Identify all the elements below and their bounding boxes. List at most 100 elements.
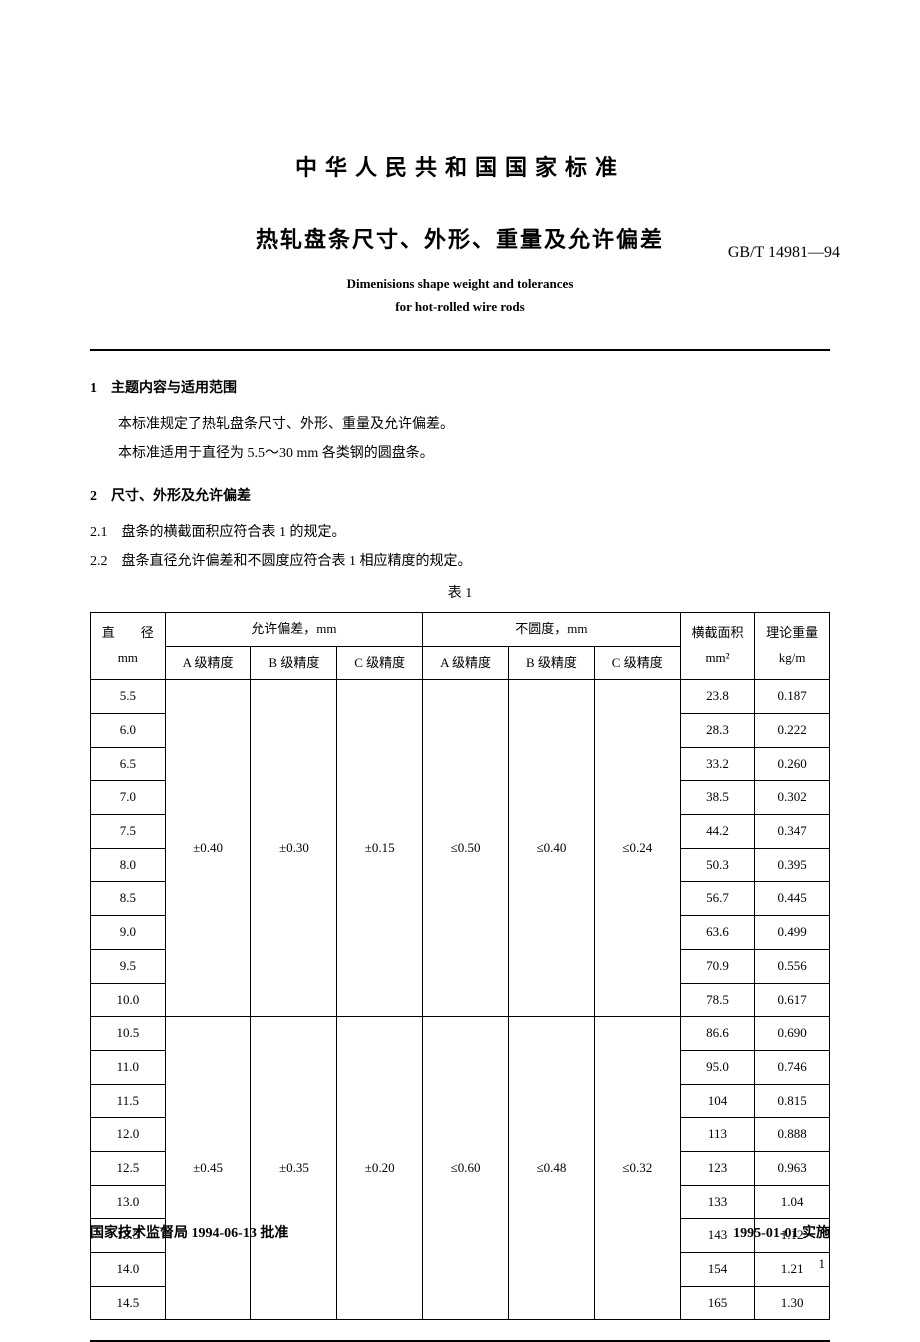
cell-merged: ±0.35 — [251, 1017, 337, 1320]
section2-item2: 2.2 盘条直径允许偏差和不圆度应符合表 1 相应精度的规定。 — [90, 549, 830, 576]
cell-merged: ≤0.24 — [594, 680, 680, 1017]
cell-merged: ±0.40 — [165, 680, 251, 1017]
section1-p2: 本标准适用于直径为 5.5～30 mm 各类钢的圆盘条。 — [90, 441, 830, 468]
cell-weight: 0.347 — [755, 815, 830, 849]
cell-diameter: 8.5 — [91, 882, 166, 916]
footer-row: 国家技术监督局 1994-06-13 批准 1995-01-01 实施 — [90, 1222, 830, 1242]
col-area: 横截面积 — [691, 625, 743, 640]
cell-weight: 0.445 — [755, 882, 830, 916]
cell-area: 123 — [680, 1151, 755, 1185]
footer-effective: 1995-01-01 实施 — [733, 1222, 830, 1242]
col-tol-c: C 级精度 — [337, 646, 423, 680]
cell-area: 44.2 — [680, 815, 755, 849]
col-tol-a: A 级精度 — [165, 646, 251, 680]
cell-area: 78.5 — [680, 983, 755, 1017]
cell-area: 86.6 — [680, 1017, 755, 1051]
cell-area: 95.0 — [680, 1050, 755, 1084]
table-caption: 表 1 — [90, 581, 830, 608]
cell-merged: ≤0.40 — [509, 680, 595, 1017]
cell-diameter: 7.0 — [91, 781, 166, 815]
cell-diameter: 9.0 — [91, 916, 166, 950]
cell-merged: ≤0.60 — [423, 1017, 509, 1320]
cell-area: 165 — [680, 1286, 755, 1320]
section2-heading: 2 尺寸、外形及允许偏差 — [90, 484, 830, 511]
cell-merged: ±0.20 — [337, 1017, 423, 1320]
divider-top — [90, 349, 830, 351]
col-area-unit: mm² — [705, 650, 729, 665]
cell-weight: 0.690 — [755, 1017, 830, 1051]
standard-code: GB/T 14981—94 — [728, 244, 840, 262]
cell-area: 23.8 — [680, 680, 755, 714]
cell-diameter: 12.0 — [91, 1118, 166, 1152]
cell-diameter: 13.0 — [91, 1185, 166, 1219]
section1-heading: 1 主题内容与适用范围 — [90, 376, 830, 403]
content: 1 主题内容与适用范围 本标准规定了热轧盘条尺寸、外形、重量及允许偏差。 本标准… — [90, 376, 830, 1321]
cell-area: 38.5 — [680, 781, 755, 815]
cell-weight: 0.260 — [755, 747, 830, 781]
cell-weight: 0.963 — [755, 1151, 830, 1185]
cell-area: 56.7 — [680, 882, 755, 916]
cell-weight: 0.815 — [755, 1084, 830, 1118]
cell-area: 33.2 — [680, 747, 755, 781]
table-1: 直 径 mm 允许偏差，mm 不圆度，mm 横截面积 mm² 理论重量 kg/m… — [90, 612, 830, 1320]
cell-diameter: 6.0 — [91, 714, 166, 748]
col-oor-group: 不圆度，mm — [423, 612, 681, 646]
cell-merged: ±0.15 — [337, 680, 423, 1017]
cell-weight: 0.187 — [755, 680, 830, 714]
title-row: 热轧盘条尺寸、外形、重量及允许偏差 GB/T 14981—94 — [90, 222, 830, 254]
page-number: 1 — [819, 1256, 826, 1272]
cell-merged: ±0.30 — [251, 680, 337, 1017]
cell-merged: ≤0.50 — [423, 680, 509, 1017]
cell-weight: 0.302 — [755, 781, 830, 815]
cell-weight: 0.617 — [755, 983, 830, 1017]
cell-diameter: 14.0 — [91, 1253, 166, 1287]
cell-weight: 0.395 — [755, 848, 830, 882]
cell-area: 50.3 — [680, 848, 755, 882]
cell-area: 154 — [680, 1253, 755, 1287]
section2-item1: 2.1 盘条的横截面积应符合表 1 的规定。 — [90, 520, 830, 547]
col-weight-unit: kg/m — [779, 650, 806, 665]
header-block: 中华人民共和国国家标准 热轧盘条尺寸、外形、重量及允许偏差 GB/T 14981… — [90, 150, 830, 319]
col-diameter: 直 径 — [102, 625, 154, 640]
col-diameter-unit: mm — [118, 650, 138, 665]
cell-weight: 0.556 — [755, 949, 830, 983]
col-oor-a: A 级精度 — [423, 646, 509, 680]
cell-diameter: 6.5 — [91, 747, 166, 781]
cell-weight: 0.888 — [755, 1118, 830, 1152]
col-tolerance-group: 允许偏差，mm — [165, 612, 423, 646]
cell-area: 104 — [680, 1084, 755, 1118]
cell-weight: 0.222 — [755, 714, 830, 748]
table-row: 5.5±0.40±0.30±0.15≤0.50≤0.40≤0.2423.80.1… — [91, 680, 830, 714]
cell-area: 70.9 — [680, 949, 755, 983]
cell-diameter: 14.5 — [91, 1286, 166, 1320]
cell-merged: ±0.45 — [165, 1017, 251, 1320]
cell-diameter: 5.5 — [91, 680, 166, 714]
cell-area: 63.6 — [680, 916, 755, 950]
cell-diameter: 10.0 — [91, 983, 166, 1017]
main-title: 热轧盘条尺寸、外形、重量及允许偏差 — [256, 222, 664, 254]
cell-weight: 0.499 — [755, 916, 830, 950]
col-tol-b: B 级精度 — [251, 646, 337, 680]
col-weight: 理论重量 — [766, 625, 818, 640]
cell-diameter: 12.5 — [91, 1151, 166, 1185]
cell-diameter: 11.5 — [91, 1084, 166, 1118]
cell-diameter: 9.5 — [91, 949, 166, 983]
cell-weight: 0.746 — [755, 1050, 830, 1084]
section1-p1: 本标准规定了热轧盘条尺寸、外形、重量及允许偏差。 — [90, 412, 830, 439]
cell-area: 133 — [680, 1185, 755, 1219]
table-head: 直 径 mm 允许偏差，mm 不圆度，mm 横截面积 mm² 理论重量 kg/m… — [91, 612, 830, 679]
cell-diameter: 11.0 — [91, 1050, 166, 1084]
cell-diameter: 7.5 — [91, 815, 166, 849]
cell-merged: ≤0.32 — [594, 1017, 680, 1320]
en-title-line1: Dimenisions shape weight and tolerances — [90, 272, 830, 295]
col-oor-b: B 级精度 — [509, 646, 595, 680]
cell-area: 113 — [680, 1118, 755, 1152]
col-oor-c: C 级精度 — [594, 646, 680, 680]
cell-area: 28.3 — [680, 714, 755, 748]
cell-weight: 1.04 — [755, 1185, 830, 1219]
cell-diameter: 8.0 — [91, 848, 166, 882]
cell-diameter: 10.5 — [91, 1017, 166, 1051]
footer-approval: 国家技术监督局 1994-06-13 批准 — [90, 1222, 288, 1242]
cell-merged: ≤0.48 — [509, 1017, 595, 1320]
en-title-line2: for hot-rolled wire rods — [90, 295, 830, 318]
